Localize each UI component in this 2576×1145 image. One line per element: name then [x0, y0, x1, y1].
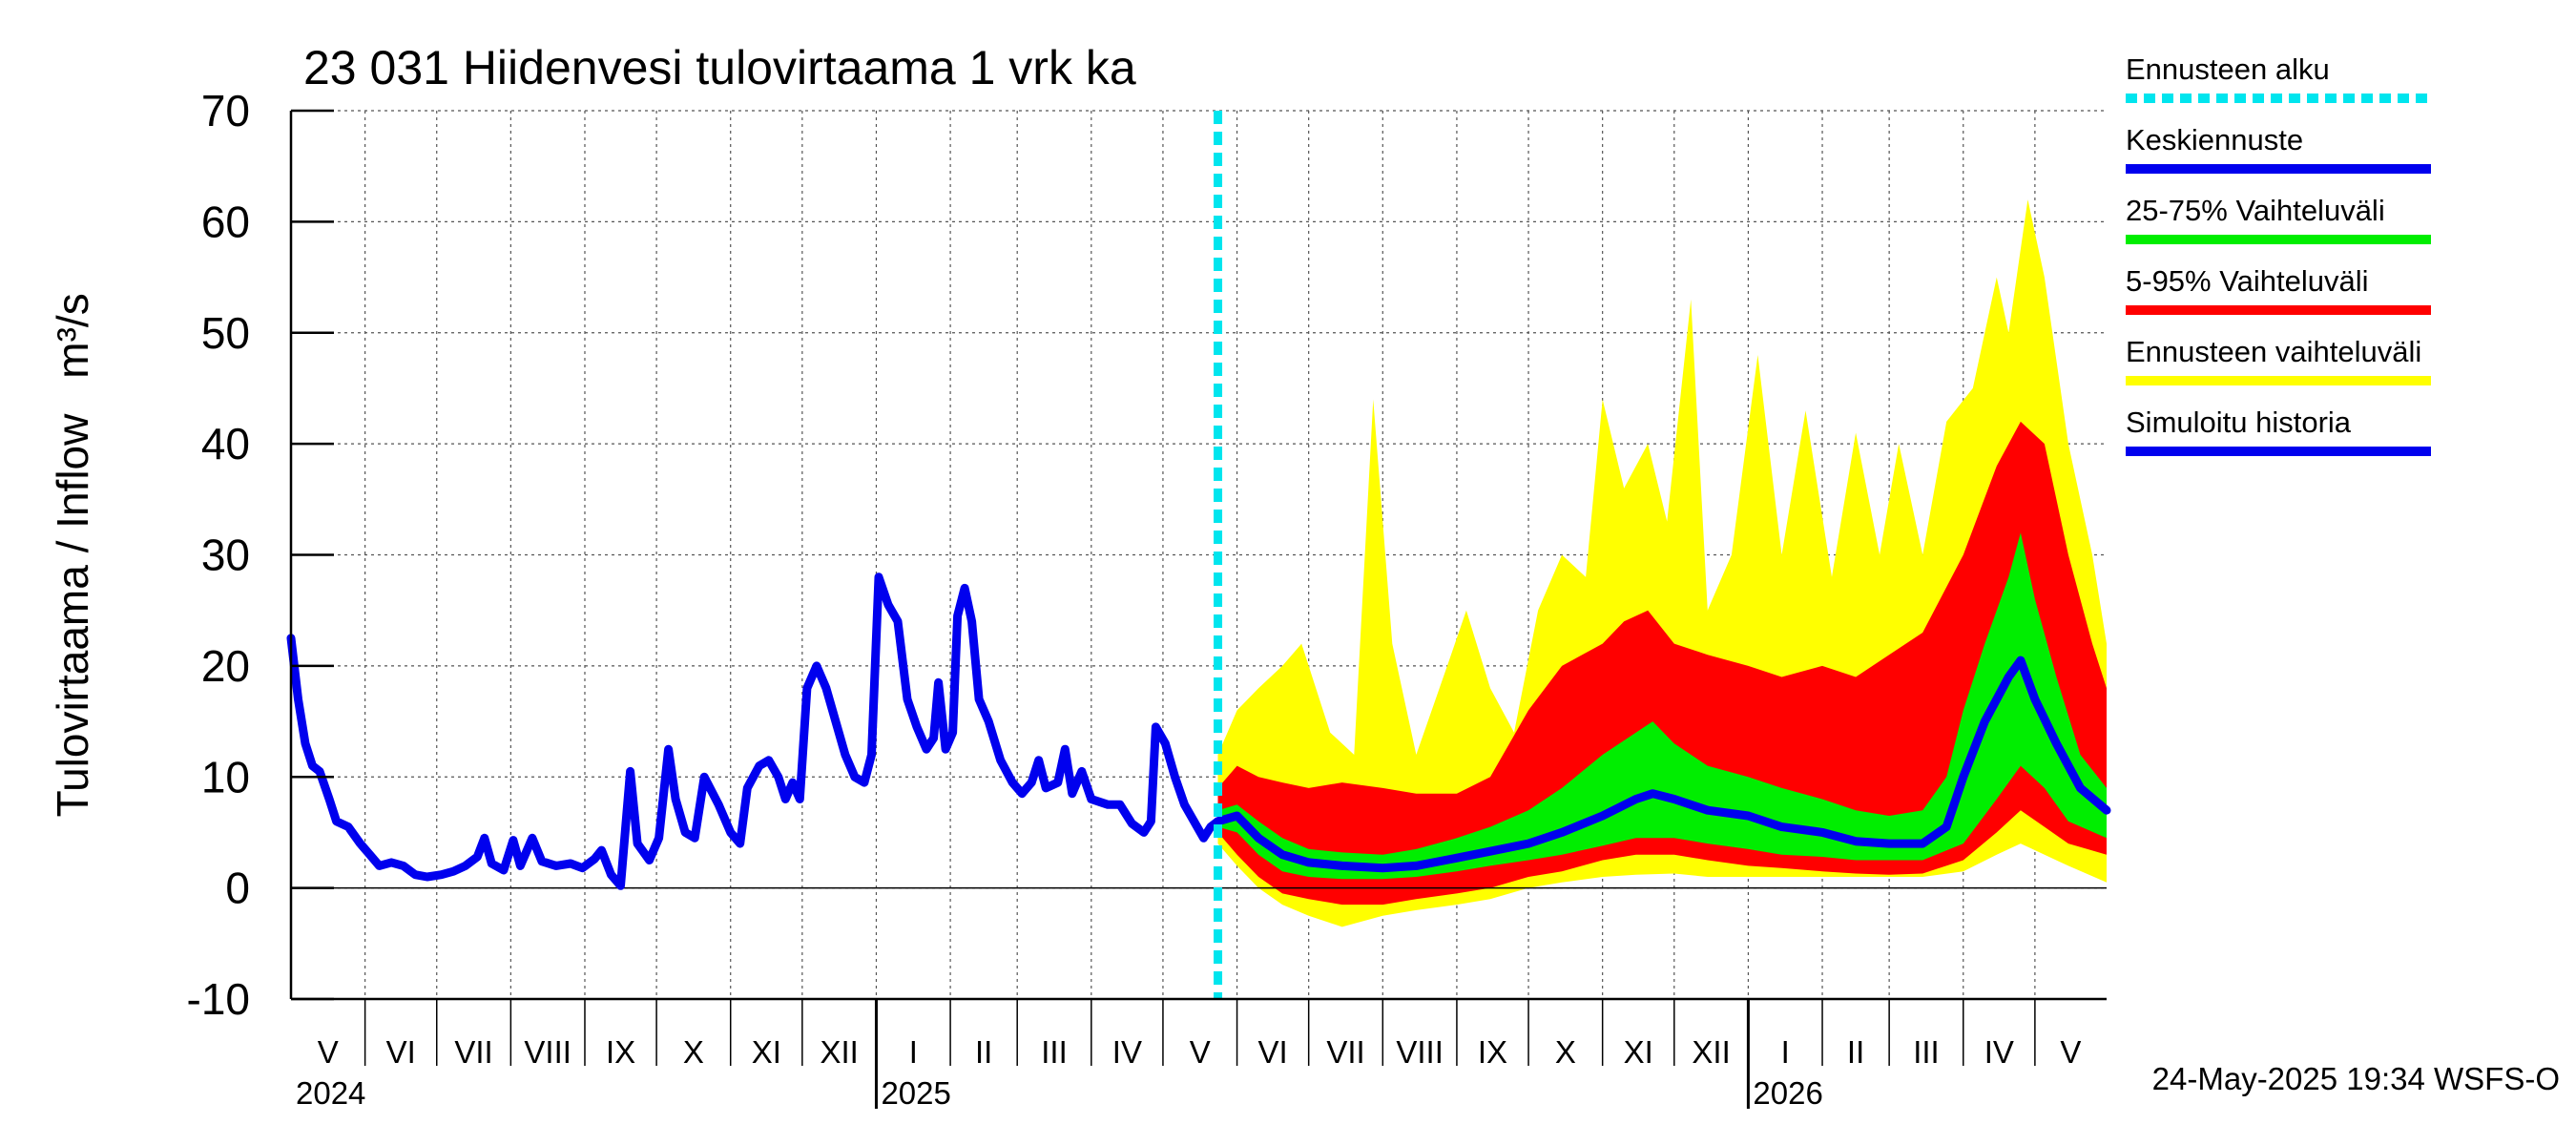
y-axis-label: Tulovirtaama / Inflow: [48, 413, 97, 817]
month-label: III: [1913, 1034, 1940, 1070]
month-label: X: [1555, 1034, 1576, 1070]
month-label: III: [1041, 1034, 1068, 1070]
month-label: V: [1190, 1034, 1211, 1070]
x-year-labels: 2024 2025 2026: [296, 1075, 1823, 1111]
legend-label: Keskiennuste: [2126, 123, 2303, 156]
y-tick-label: 10: [201, 752, 250, 802]
y-tick-label: 20: [201, 641, 250, 691]
month-label: X: [683, 1034, 704, 1070]
month-label: VI: [1258, 1034, 1288, 1070]
y-tick-label: 50: [201, 308, 250, 358]
month-label: VI: [386, 1034, 416, 1070]
month-label: I: [909, 1034, 918, 1070]
band-5-95-vaihteluv-li: [1217, 421, 2107, 906]
month-label: XI: [1624, 1034, 1653, 1070]
month-label: XII: [820, 1034, 858, 1070]
y-tick-labels: -10 0 10 20 30 40 50 60 70: [187, 86, 250, 1024]
chart-title: 23 031 Hiidenvesi tulovirtaama 1 vrk ka: [303, 41, 1136, 94]
legend-label: Ennusteen vaihteluväli: [2126, 335, 2421, 368]
month-label: I: [1781, 1034, 1790, 1070]
x-month-labels: V VI VII VIII IX X XI XII I II III IV V VI VII VIII IX X X…: [318, 1034, 2082, 1070]
y-tick-label: 0: [225, 864, 250, 913]
month-label: VIII: [1396, 1034, 1444, 1070]
legend-label: 25-75% Vaihteluväli: [2126, 194, 2385, 227]
month-label: XI: [752, 1034, 781, 1070]
year-label: 2024: [296, 1075, 365, 1111]
y-tick-label: 30: [201, 531, 250, 580]
band-25-75-vaihteluv-li: [1217, 532, 2107, 880]
month-label: IX: [606, 1034, 635, 1070]
y-tick-label: 60: [201, 197, 250, 246]
y-tick-label: -10: [187, 974, 250, 1024]
month-label: IV: [1112, 1034, 1142, 1070]
forecast-bands: [1217, 199, 2107, 927]
month-label: VIII: [524, 1034, 571, 1070]
year-label: 2026: [1753, 1075, 1822, 1111]
timestamp-footer: 24-May-2025 19:34 WSFS-O: [2152, 1061, 2560, 1096]
data-lines: [286, 572, 2111, 890]
month-label: V: [318, 1034, 339, 1070]
legend: Ennusteen alku Keskiennuste 25-75% Vaihtel…: [2126, 52, 2431, 456]
month-label: IX: [1478, 1034, 1507, 1070]
month-label: II: [1847, 1034, 1864, 1070]
series-simuloitu-historia: [286, 572, 1222, 890]
y-axis-unit: m³/s: [48, 293, 97, 378]
month-label: II: [975, 1034, 992, 1070]
month-label: V: [2060, 1034, 2081, 1070]
y-tick-label: 70: [201, 86, 250, 135]
series-keskiennuste: [1214, 656, 2111, 873]
month-label: XII: [1692, 1034, 1730, 1070]
month-label: VII: [454, 1034, 492, 1070]
legend-label: Ennusteen alku: [2126, 52, 2330, 86]
month-label: IV: [1984, 1034, 2014, 1070]
month-label: VII: [1326, 1034, 1364, 1070]
legend-label: 5-95% Vaihteluväli: [2126, 264, 2368, 298]
axes: [289, 109, 2107, 1109]
year-label: 2025: [881, 1075, 950, 1111]
legend-label: Simuloitu historia: [2126, 406, 2352, 439]
y-tick-label: 40: [201, 419, 250, 468]
